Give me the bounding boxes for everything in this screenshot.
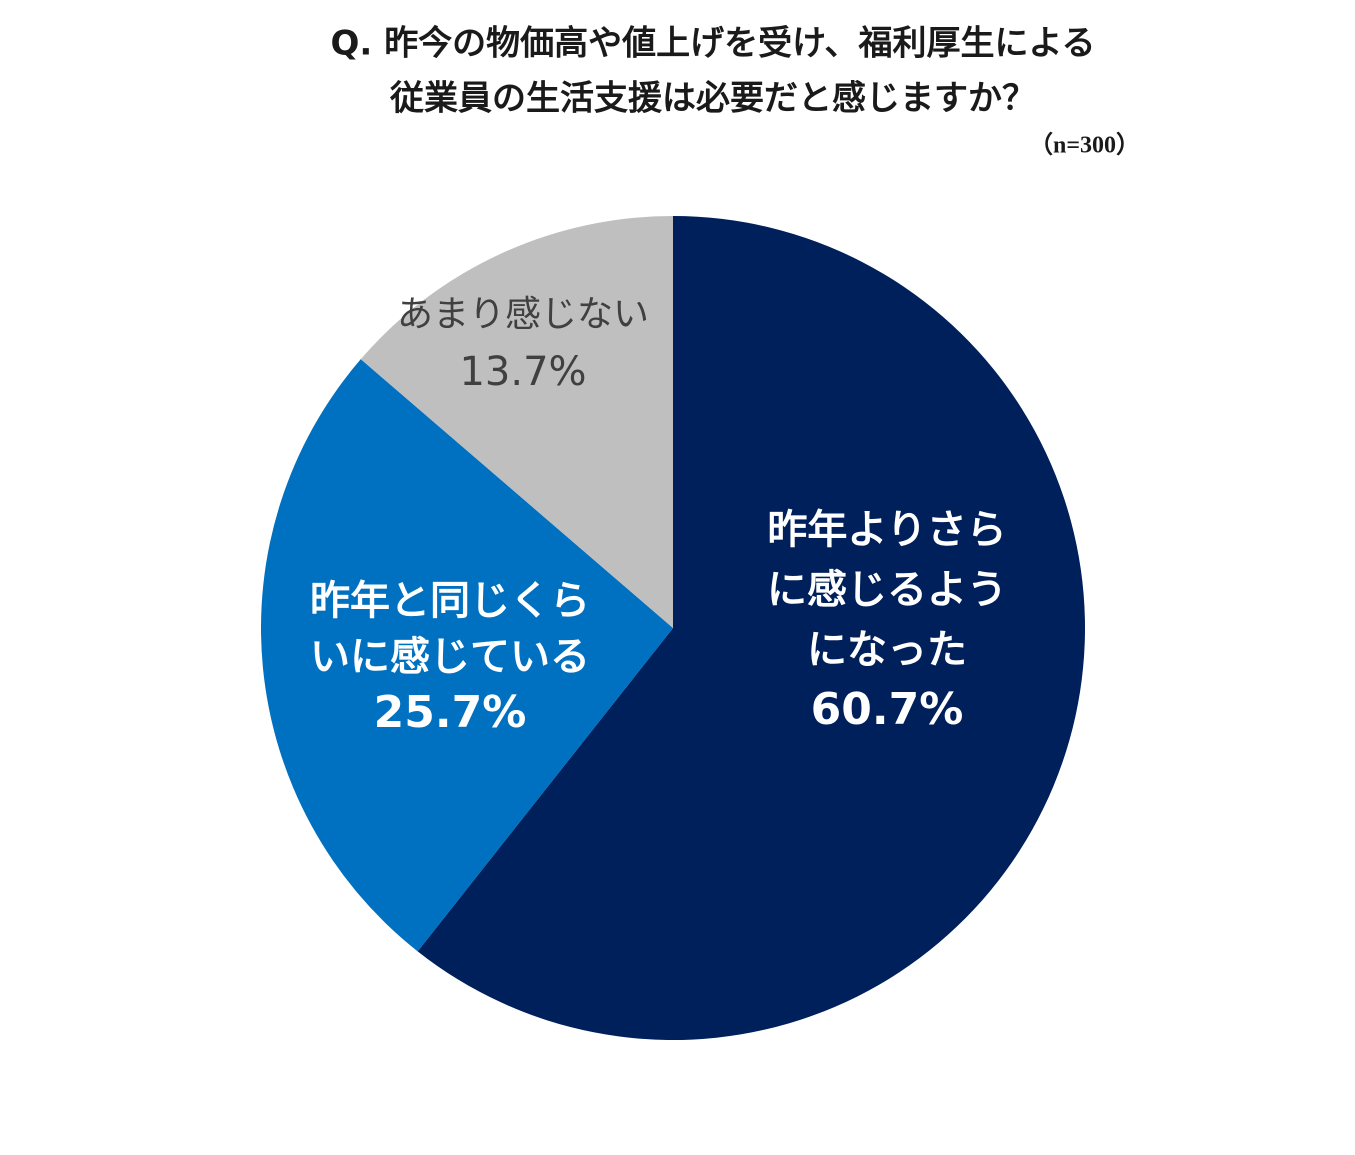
- slice-label: 昨年よりさら: [767, 507, 1006, 553]
- slice-label: 昨年と同じくら: [310, 578, 590, 624]
- value-label: 60.7%: [811, 684, 964, 735]
- chart-title: 従業員の生活支援は必要だと感じますか？: [389, 79, 1036, 119]
- slice-label: になった: [807, 627, 967, 673]
- slice-label: あまり感じない: [397, 294, 649, 335]
- value-label: 25.7%: [374, 687, 527, 738]
- pie-slice: [417, 216, 1086, 1040]
- slice-label: いに感じている: [310, 634, 590, 680]
- pie-slice: [261, 359, 673, 952]
- value-label: 13.7%: [459, 349, 586, 395]
- slice-label: に感じるよう: [767, 567, 1007, 613]
- pie-slice: [360, 216, 673, 628]
- chart-subtitle: （n=300）: [1029, 132, 1140, 159]
- chart-title: Q. 昨今の物価高や値上げを受け、福利厚生による: [331, 24, 1096, 64]
